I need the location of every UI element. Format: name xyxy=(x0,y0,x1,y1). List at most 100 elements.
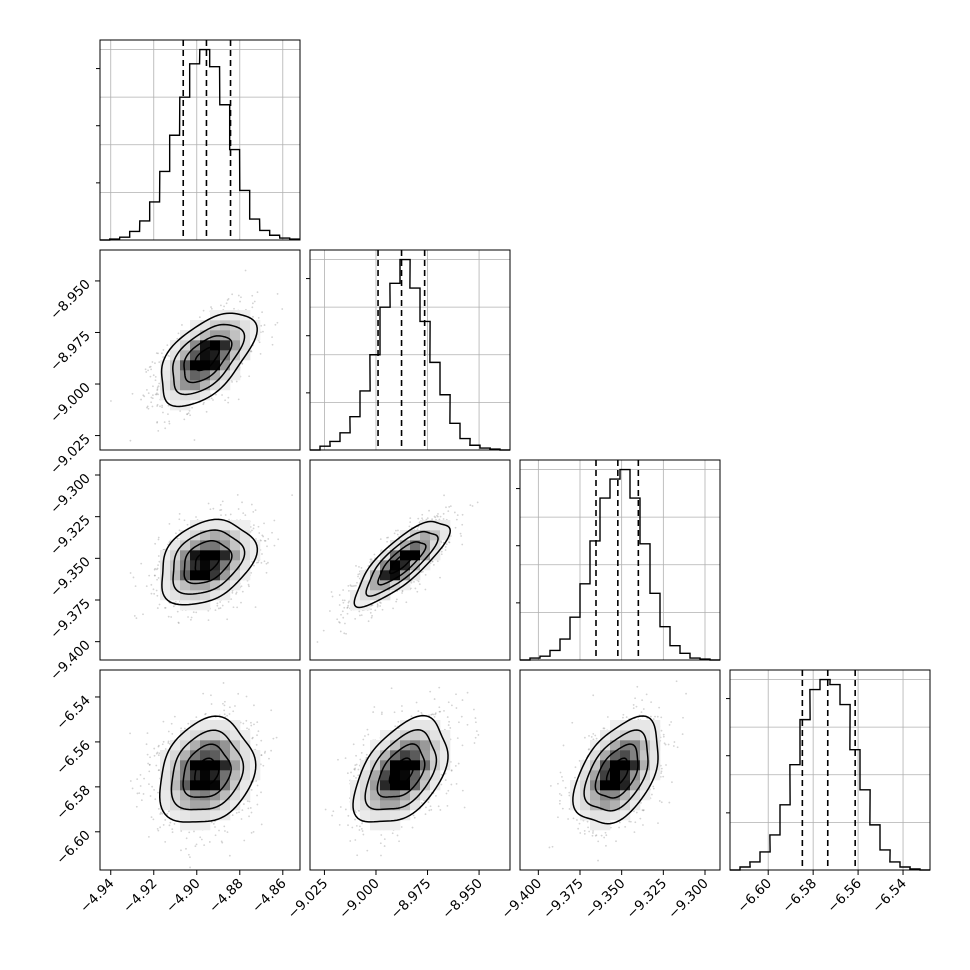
density-cell xyxy=(640,750,651,761)
sample-point xyxy=(140,562,143,565)
density-cell xyxy=(180,790,191,801)
sample-point xyxy=(322,629,325,632)
sample-point xyxy=(259,331,262,334)
density-cell xyxy=(190,810,201,821)
sample-point xyxy=(383,845,386,847)
sample-point xyxy=(386,536,388,539)
sample-point xyxy=(450,783,453,786)
sample-point xyxy=(252,524,255,527)
sample-point xyxy=(440,773,443,776)
sample-point xyxy=(557,782,559,785)
density-cell xyxy=(200,330,211,341)
sample-point xyxy=(250,721,252,724)
density-cell xyxy=(370,780,381,791)
sample-point xyxy=(448,541,451,544)
sample-point xyxy=(433,716,436,718)
sample-point xyxy=(189,856,191,859)
sample-point xyxy=(549,785,552,787)
sample-point xyxy=(362,833,365,836)
sample-point xyxy=(662,735,665,738)
sample-point xyxy=(179,410,182,412)
density-cell xyxy=(600,780,611,791)
density-cell xyxy=(360,580,371,591)
density-cell xyxy=(240,740,251,751)
density-cell xyxy=(180,360,191,371)
sample-point xyxy=(136,778,139,781)
density-cell xyxy=(210,770,221,781)
sample-point xyxy=(267,561,269,564)
density-cell xyxy=(360,770,371,781)
density-cell xyxy=(360,590,371,601)
density-cell xyxy=(160,590,171,601)
sample-point xyxy=(622,713,625,716)
sample-point xyxy=(250,811,253,814)
sample-point xyxy=(227,401,230,404)
sample-point xyxy=(256,784,259,787)
density-cell xyxy=(230,350,241,361)
sample-point xyxy=(281,308,284,310)
sample-point xyxy=(157,564,159,567)
density-cell xyxy=(620,760,631,771)
sample-point xyxy=(152,588,155,591)
sample-point xyxy=(178,529,181,532)
sample-point xyxy=(251,294,254,297)
density-cell xyxy=(220,350,231,361)
density-cell xyxy=(180,800,191,811)
sample-point xyxy=(650,701,653,704)
sample-point xyxy=(574,766,577,769)
sample-point xyxy=(387,536,390,539)
sample-point xyxy=(214,834,217,837)
sample-point xyxy=(224,399,227,402)
sample-point xyxy=(369,558,372,561)
sample-point xyxy=(401,589,404,592)
sample-point xyxy=(460,715,463,718)
sample-point xyxy=(164,819,167,821)
sample-point xyxy=(223,713,226,716)
sample-point xyxy=(413,816,416,819)
density-cell xyxy=(440,530,451,541)
sample-point xyxy=(222,702,224,705)
sample-point xyxy=(346,606,349,609)
sample-point xyxy=(243,839,246,842)
sample-point xyxy=(602,727,605,730)
density-cell xyxy=(180,550,191,561)
density-cell xyxy=(640,720,651,731)
sample-point xyxy=(583,830,586,832)
sample-point xyxy=(235,593,237,595)
density-cell xyxy=(170,360,181,371)
sample-point xyxy=(658,800,661,802)
density-cell xyxy=(430,740,441,751)
sample-point xyxy=(605,844,607,847)
density-cell xyxy=(180,820,191,831)
density-cell xyxy=(650,720,661,731)
sample-point xyxy=(579,832,582,834)
density-cell xyxy=(640,760,651,771)
density-cell xyxy=(640,740,651,751)
sample-point xyxy=(421,570,424,573)
sample-point xyxy=(606,716,609,718)
density-cell xyxy=(620,800,631,811)
sample-point xyxy=(450,769,453,771)
density-cell xyxy=(190,750,201,761)
sample-point xyxy=(150,583,153,586)
sample-point xyxy=(392,607,394,610)
sample-point xyxy=(245,695,248,698)
sample-point xyxy=(228,706,231,709)
sample-point xyxy=(202,309,205,312)
density-cell xyxy=(190,370,201,381)
ytick-label-2-2: −9.350 xyxy=(47,554,94,601)
density-cell xyxy=(360,760,371,771)
density-cell xyxy=(240,760,251,771)
sample-point xyxy=(439,710,442,713)
sample-point xyxy=(132,576,135,579)
density-cell xyxy=(180,570,191,581)
sample-point xyxy=(424,813,427,816)
sample-point xyxy=(158,382,161,385)
sample-point xyxy=(376,603,379,605)
sample-point xyxy=(257,730,260,733)
sample-point xyxy=(260,754,263,756)
sample-point xyxy=(148,763,151,766)
sample-point xyxy=(640,711,643,714)
sample-point xyxy=(361,822,363,825)
sample-point xyxy=(622,716,624,719)
